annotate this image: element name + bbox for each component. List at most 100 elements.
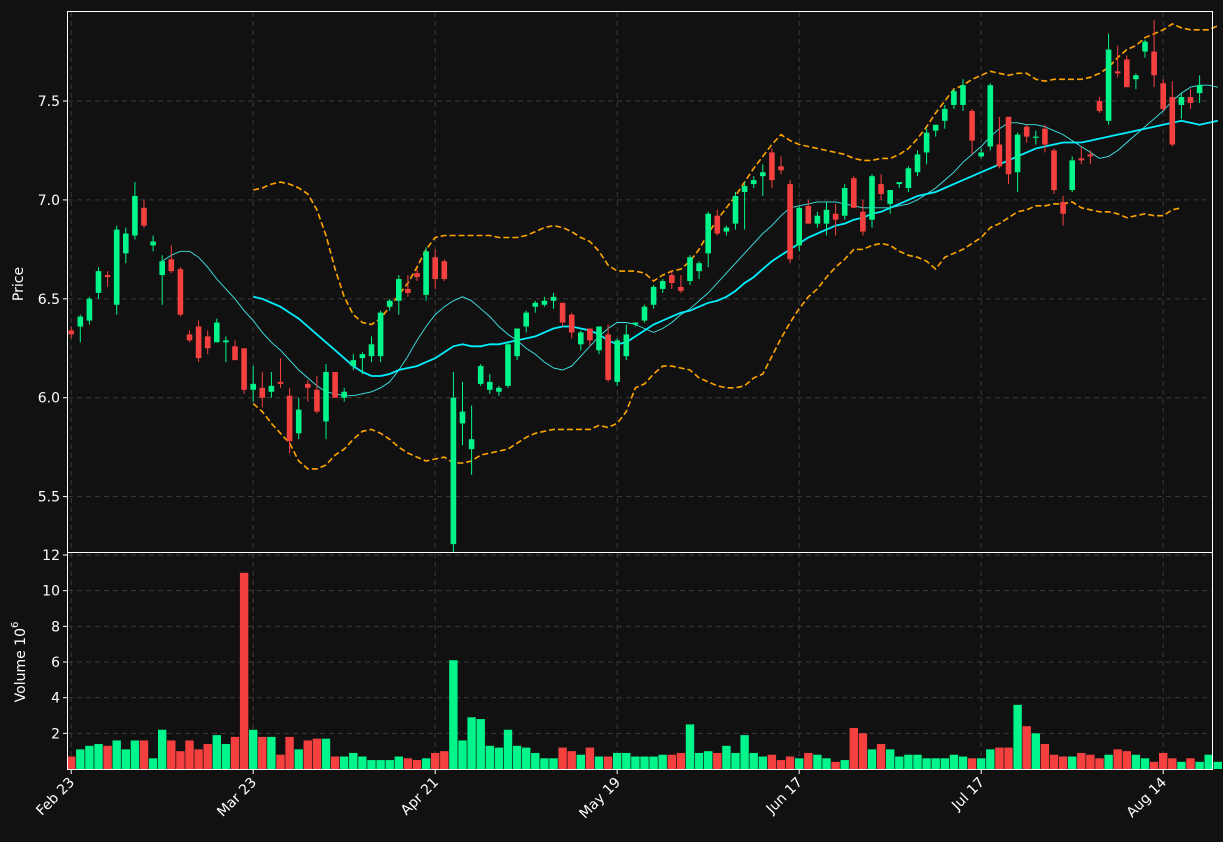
candle-body — [477, 366, 484, 384]
volume-bar — [212, 735, 221, 769]
candle-body — [1105, 49, 1112, 121]
volume-bar — [722, 745, 731, 769]
candle-body — [669, 275, 675, 283]
volume-bar — [631, 756, 640, 769]
candle-body — [942, 108, 948, 121]
candle-body — [514, 328, 520, 357]
candle-body — [932, 124, 939, 131]
volume-bar — [321, 738, 331, 769]
candle-body — [923, 132, 930, 153]
volume-bar — [749, 752, 758, 769]
candle-body — [450, 397, 457, 545]
candle-body — [596, 326, 602, 351]
candle-body — [414, 273, 420, 278]
price-tick-label: 5.5 — [38, 490, 60, 506]
candle-body — [177, 269, 184, 315]
volume-bar — [403, 758, 413, 769]
volume-bar — [858, 733, 868, 769]
candle-body — [396, 279, 402, 301]
volume-bar — [1122, 751, 1131, 769]
volume-bar — [704, 751, 713, 769]
volume-axis-label: Volume 106 — [10, 622, 29, 703]
volume-axis-label-text: Volume 10 — [13, 628, 29, 702]
volume-bar — [622, 752, 631, 769]
volume-bar — [512, 745, 522, 769]
volume-bar — [531, 752, 540, 769]
volume-bar — [258, 736, 267, 769]
volume-bar — [431, 752, 440, 769]
volume-bar — [867, 749, 877, 769]
candle-body — [750, 180, 757, 185]
volume-bar — [1077, 752, 1086, 769]
candle-body — [869, 176, 875, 220]
candle-body — [1142, 41, 1148, 52]
candle-body — [732, 195, 739, 224]
candle-body — [150, 241, 156, 246]
volume-bar — [785, 756, 795, 769]
volume-bar — [649, 756, 658, 769]
volume-bar — [585, 747, 595, 769]
volume-bar — [813, 754, 822, 769]
volume-bar — [1195, 761, 1204, 769]
candle-body — [568, 314, 575, 333]
volume-bar — [285, 736, 294, 769]
candle-body — [423, 251, 429, 295]
candle-body — [1169, 97, 1176, 145]
volume-bar — [1022, 726, 1031, 769]
candle-body — [123, 233, 129, 254]
volume-bar — [458, 740, 467, 769]
candle-body — [341, 391, 347, 398]
volume-bar — [394, 756, 403, 769]
volume-tick-label: 2 — [51, 726, 60, 742]
candle-body — [905, 168, 912, 189]
volume-bar — [158, 729, 167, 769]
candle-body — [1014, 134, 1021, 173]
volume-bar — [85, 745, 94, 769]
volume-bar — [476, 719, 485, 769]
volume-bar — [758, 756, 767, 769]
candle-body — [805, 205, 812, 224]
volume-bar — [831, 761, 840, 769]
candle-body — [1033, 136, 1039, 138]
candle-body — [632, 322, 639, 325]
candle-body — [323, 372, 329, 422]
candle-body — [77, 316, 84, 327]
candle-body — [951, 91, 957, 105]
candle-body — [1187, 97, 1194, 103]
volume-bar — [1095, 758, 1104, 769]
volume-bar — [558, 747, 567, 769]
candle-body — [578, 332, 584, 345]
candle-body — [286, 395, 293, 442]
volume-bar — [549, 758, 558, 769]
volume-bar — [576, 754, 585, 769]
volume-bar — [567, 751, 576, 769]
volume-bar — [804, 752, 813, 769]
candle-body — [696, 263, 702, 272]
candle-body — [259, 387, 266, 398]
candle-body — [232, 346, 238, 361]
volume-bar — [485, 745, 494, 769]
volume-bar — [1186, 758, 1195, 769]
volume-bar — [294, 749, 303, 769]
candle-body — [459, 411, 466, 424]
volume-bar — [822, 758, 831, 769]
candle-body — [978, 152, 984, 157]
candle-body — [104, 275, 111, 278]
candle-body — [68, 330, 74, 335]
candles — [68, 19, 1203, 552]
volume-bar — [1058, 756, 1068, 769]
volume-bar — [767, 754, 777, 769]
volume-bar — [340, 756, 349, 769]
slow-moving-average-line — [253, 119, 1218, 377]
candle-body — [159, 261, 165, 276]
volume-bar — [249, 729, 258, 769]
candle-body — [1051, 150, 1057, 191]
volume-bar — [385, 760, 394, 769]
candle-body — [1133, 75, 1139, 80]
volume-bar — [1013, 704, 1022, 769]
candle-body — [505, 344, 511, 386]
volume-tick-label: 12 — [42, 548, 60, 564]
volume-bar — [503, 729, 513, 769]
volume-bar — [603, 756, 613, 769]
